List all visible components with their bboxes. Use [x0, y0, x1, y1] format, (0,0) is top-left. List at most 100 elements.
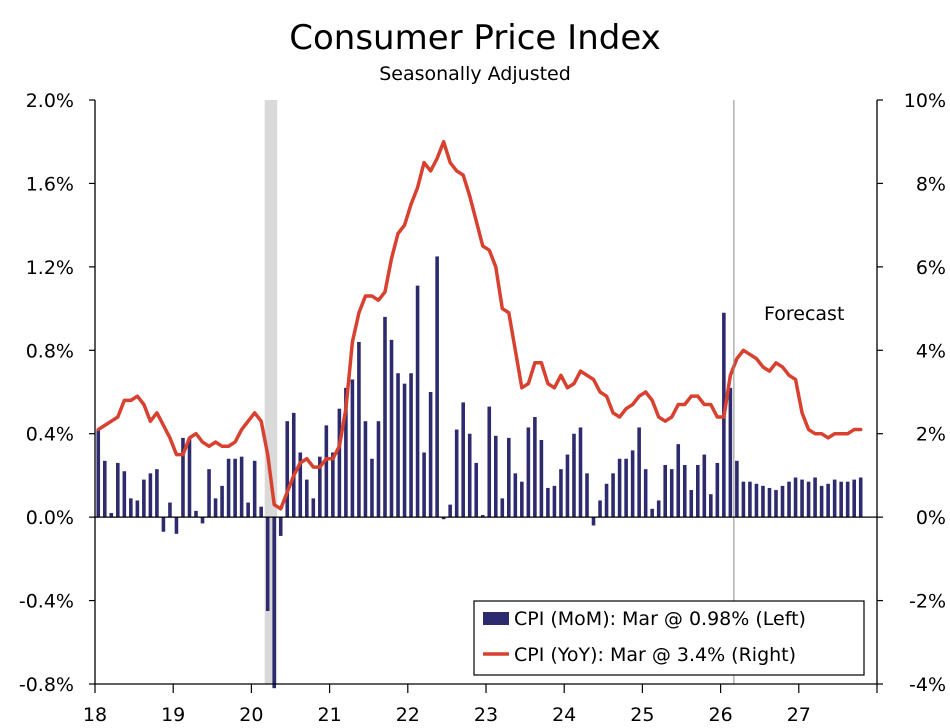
- mom-bar: [507, 437, 511, 518]
- mom-bar: [741, 481, 746, 518]
- mom-bar: [650, 508, 654, 518]
- mom-bar: [578, 427, 583, 518]
- mom-bar: [129, 498, 133, 518]
- legend-bar-swatch: [483, 612, 509, 625]
- mom-bar: [233, 458, 237, 518]
- mom-bar: [513, 473, 518, 518]
- mom-bar: [383, 316, 387, 518]
- mom-bar: [559, 469, 563, 518]
- mom-bar: [480, 515, 485, 518]
- mom-bar: [226, 458, 231, 518]
- right-tick-label: 2%: [916, 424, 946, 446]
- mom-bar: [624, 458, 628, 518]
- mom-bar: [539, 439, 544, 518]
- mom-bar: [845, 481, 850, 518]
- mom-bar: [813, 477, 817, 518]
- x-tick-label: 18: [83, 704, 107, 726]
- mom-bar: [428, 392, 433, 518]
- mom-bar: [148, 473, 153, 518]
- mom-bar: [278, 517, 283, 536]
- mom-bars: [96, 256, 863, 689]
- left-tick-label: 1.6%: [26, 173, 74, 195]
- right-tick-label: 6%: [916, 257, 946, 279]
- legend: CPI (MoM): Mar @ 0.98% (Left) CPI (YoY):…: [473, 600, 865, 676]
- mom-bar: [604, 483, 609, 518]
- left-tick-label: 0.8%: [26, 340, 74, 362]
- mom-bar: [181, 437, 185, 518]
- mom-bar: [291, 412, 296, 518]
- mom-bar: [728, 387, 733, 518]
- mom-bar: [630, 450, 635, 518]
- mom-bar: [135, 500, 140, 518]
- x-tick-label: 19: [161, 704, 185, 726]
- mom-bar: [155, 469, 159, 518]
- mom-bar: [109, 512, 114, 518]
- right-tick-label: 10%: [904, 90, 946, 112]
- mom-bar: [370, 458, 374, 518]
- mom-bar: [409, 373, 413, 518]
- x-tick-label: 24: [552, 704, 576, 726]
- mom-bar: [819, 485, 824, 518]
- mom-bar: [493, 435, 498, 518]
- mom-bar: [832, 479, 837, 518]
- axes: [89, 99, 883, 693]
- mom-bar: [526, 427, 531, 518]
- mom-bar: [767, 487, 772, 518]
- left-tick-label: 1.2%: [26, 257, 74, 279]
- right-tick-label: 0%: [916, 507, 946, 529]
- x-tick-label: 20: [239, 704, 263, 726]
- mom-bar: [467, 433, 472, 518]
- mom-bar: [591, 517, 596, 526]
- mom-bar: [533, 417, 537, 518]
- axis-labels: -0.8% -0.4% 0.0% 0.4% 0.8% 1.2% 1.6% 2.0% -4% -2%…: [19, 90, 946, 726]
- mom-bar: [748, 481, 752, 518]
- mom-bar: [168, 502, 172, 518]
- mom-bar: [689, 490, 694, 518]
- mom-bar: [298, 452, 303, 518]
- mom-bar: [826, 483, 830, 518]
- mom-bar: [858, 477, 863, 518]
- mom-bar: [415, 285, 420, 518]
- x-tick-label: 25: [630, 704, 654, 726]
- mom-bar: [102, 460, 107, 518]
- mom-bar: [761, 485, 765, 518]
- mom-bar: [207, 469, 211, 518]
- mom-bar: [448, 504, 452, 518]
- legend-box: [473, 600, 865, 676]
- mom-bar: [142, 479, 146, 518]
- mom-bar: [435, 256, 439, 518]
- mom-bar: [598, 500, 602, 518]
- x-tick-label: 22: [396, 704, 420, 726]
- mom-bar: [754, 483, 759, 518]
- right-tick-label: 8%: [916, 173, 946, 195]
- mom-bar: [520, 481, 524, 518]
- mom-bar: [252, 460, 257, 518]
- mom-bar: [122, 471, 127, 518]
- chart-title: Consumer Price Index: [289, 18, 661, 58]
- mom-bar: [285, 421, 290, 518]
- mom-bar: [344, 387, 348, 518]
- mom-bar: [272, 517, 277, 689]
- mom-bar: [715, 462, 720, 518]
- mom-bar: [500, 498, 505, 518]
- mom-bar: [806, 481, 811, 518]
- mom-bar: [304, 479, 309, 518]
- mom-bar: [474, 462, 479, 518]
- mom-bar: [702, 454, 707, 518]
- mom-bar: [637, 427, 641, 518]
- mom-bar: [735, 460, 739, 518]
- mom-bar: [617, 458, 622, 518]
- mom-bar: [552, 485, 557, 518]
- mom-bar: [611, 473, 615, 518]
- left-tick-label: -0.4%: [19, 591, 74, 613]
- mom-bar: [396, 373, 400, 518]
- mom-bar: [839, 481, 843, 518]
- mom-bar: [318, 456, 322, 518]
- mom-bar: [709, 494, 713, 518]
- mom-bar: [200, 517, 205, 524]
- mom-bar: [774, 490, 778, 518]
- mom-bar: [787, 481, 791, 518]
- right-tick-label: -4%: [909, 674, 946, 696]
- left-tick-label: -0.8%: [19, 674, 74, 696]
